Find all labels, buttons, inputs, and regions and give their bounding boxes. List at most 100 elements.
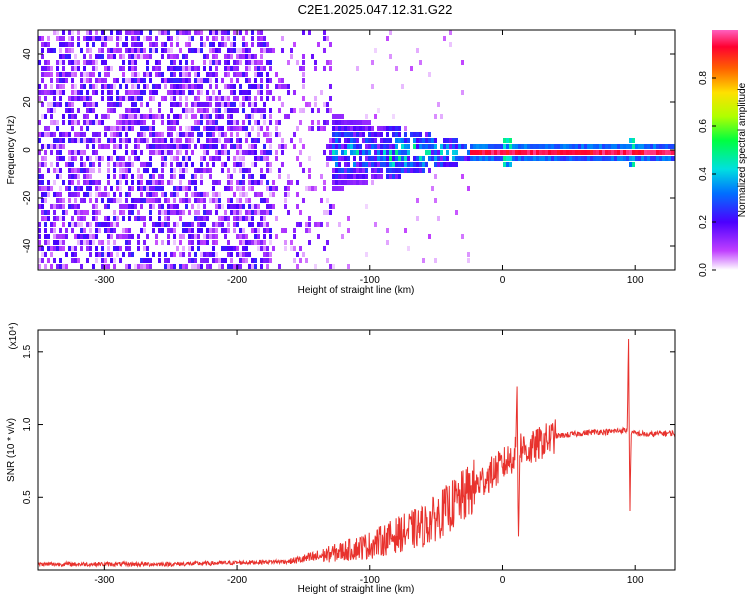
spectrogram-cell	[227, 138, 230, 143]
spectrogram-cell	[146, 36, 149, 41]
spectrogram-cell	[92, 264, 95, 269]
spectrogram-cell	[239, 240, 242, 245]
spectrogram-cell	[98, 54, 101, 59]
spectrogram-cell	[230, 246, 233, 251]
spectrogram-cell	[77, 174, 80, 179]
spectrogram-cell	[95, 132, 98, 137]
spectrogram-cell	[80, 84, 83, 89]
spectrogram-cell	[470, 144, 473, 149]
spectrogram-cell	[128, 114, 131, 119]
spectrogram-cell	[662, 144, 665, 149]
spectrogram-cell	[314, 102, 317, 107]
spectrogram-cell	[74, 168, 77, 173]
spectrogram-cell	[95, 228, 98, 233]
spectrogram-cell	[203, 240, 206, 245]
spectrogram-cell	[407, 144, 410, 149]
spectrogram-cell	[50, 162, 53, 167]
spectrogram-cell	[272, 246, 275, 251]
spectrogram-cell	[74, 72, 77, 77]
spectrogram-cell	[266, 198, 269, 203]
spectrogram-cell	[317, 234, 320, 239]
spectrogram-cell	[554, 150, 557, 155]
spectrogram-cell	[221, 102, 224, 107]
spectrogram-cell	[224, 36, 227, 41]
spectrogram-cell	[266, 126, 269, 131]
spectrogram-cell	[245, 30, 248, 35]
spectrogram-cell	[224, 162, 227, 167]
spectrogram-cell	[53, 138, 56, 143]
spectrogram-cell	[200, 84, 203, 89]
spectrogram-cell	[422, 156, 425, 161]
spectrogram-cell	[452, 156, 455, 161]
spectrogram-cell	[248, 66, 251, 71]
spectrogram-cell	[134, 60, 137, 65]
spectrogram-cell	[119, 258, 122, 263]
spectrogram-cell	[131, 186, 134, 191]
spectrogram-cell	[350, 138, 353, 143]
spectrogram-cell	[341, 144, 344, 149]
spectrogram-cell	[368, 156, 371, 161]
spectrogram-cell	[239, 228, 242, 233]
spectrogram-cell	[71, 252, 74, 257]
spectrogram-cell	[134, 84, 137, 89]
spectrogram-cell	[71, 162, 74, 167]
spectrogram-cell	[251, 108, 254, 113]
spectrogram-cell	[89, 138, 92, 143]
spectrogram-cell	[107, 126, 110, 131]
spectrogram-cell	[173, 126, 176, 131]
spectrogram-cell	[131, 204, 134, 209]
spectrogram-cell	[173, 198, 176, 203]
spectrogram-cell	[305, 222, 308, 227]
colorbar-tick-label: 0.4	[698, 167, 709, 181]
spectrogram-cell	[158, 204, 161, 209]
spectrogram-cell	[164, 252, 167, 257]
spectrogram-cell	[44, 42, 47, 47]
spectrogram-cell	[137, 234, 140, 239]
spectrogram-cell	[191, 108, 194, 113]
spectrogram-cell	[59, 96, 62, 101]
spectrogram-cell	[164, 222, 167, 227]
spectrogram-cell	[200, 120, 203, 125]
spectrogram-cell	[221, 36, 224, 41]
spectrogram-cell	[167, 54, 170, 59]
spectrogram-cell	[392, 168, 395, 173]
spectrogram-cell	[59, 174, 62, 179]
spectrogram-cell	[260, 180, 263, 185]
spectrogram-cell	[65, 264, 68, 269]
spectrogram-cell	[239, 138, 242, 143]
spectrogram-cell	[425, 150, 428, 155]
spectrogram-cell	[80, 228, 83, 233]
spectrogram-cell	[122, 228, 125, 233]
spectrogram-cell	[461, 90, 464, 95]
spectrogram-cell	[218, 258, 221, 263]
spectrogram-cell	[83, 162, 86, 167]
spectrogram-cell	[389, 30, 392, 35]
spectrogram-cell	[482, 150, 485, 155]
spectrogram-cell	[593, 150, 596, 155]
spectrogram-cell	[242, 168, 245, 173]
spectrogram-cell	[161, 240, 164, 245]
spectrogram-cell	[488, 144, 491, 149]
spectrogram-cell	[65, 210, 68, 215]
spectrogram-cell	[380, 150, 383, 155]
spectrogram-cell	[197, 240, 200, 245]
spectrogram-cell	[452, 150, 455, 155]
spectrogram-cell	[161, 144, 164, 149]
x-tick-label: -100	[360, 575, 380, 586]
spectrogram-cell	[353, 174, 356, 179]
spectrogram-cell	[236, 108, 239, 113]
spectrogram-cell	[161, 186, 164, 191]
spectrogram-cell	[329, 108, 332, 113]
spectrogram-cell	[74, 222, 77, 227]
spectrogram-cell	[266, 48, 269, 53]
spectrogram-cell	[236, 180, 239, 185]
spectrogram-cell	[86, 246, 89, 251]
spectrogram-cell	[257, 72, 260, 77]
spectrogram-cell	[170, 174, 173, 179]
spectrogram-cell	[41, 114, 44, 119]
spectrogram-cell	[386, 162, 389, 167]
spectrogram-cell	[170, 72, 173, 77]
spectrogram-cell	[248, 90, 251, 95]
spectrogram-cell	[212, 30, 215, 35]
spectrogram-cell	[314, 186, 317, 191]
